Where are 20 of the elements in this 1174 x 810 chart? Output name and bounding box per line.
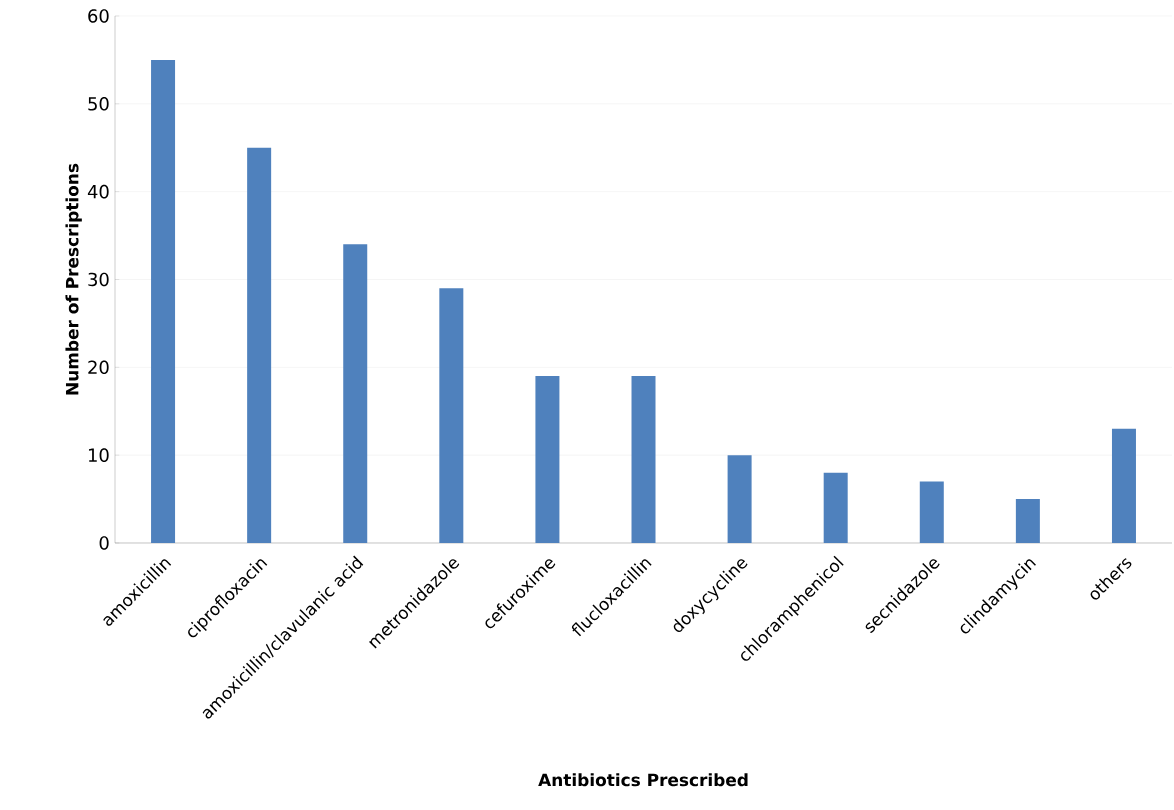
y-axis-title: Number of Prescriptions xyxy=(65,163,82,395)
bar xyxy=(631,376,656,543)
bar xyxy=(535,376,560,543)
x-axis-title: Antibiotics Prescribed xyxy=(538,773,748,787)
bar xyxy=(343,244,368,543)
y-tick-label: 10 xyxy=(88,448,109,462)
y-tick-label: 60 xyxy=(88,9,109,23)
bar xyxy=(439,288,464,543)
bar xyxy=(1015,499,1040,543)
y-tick-label: 0 xyxy=(99,536,109,550)
bar xyxy=(247,147,272,543)
bar xyxy=(823,472,848,543)
bar xyxy=(151,59,176,543)
y-tick-label: 50 xyxy=(88,97,109,111)
y-tick-label: 40 xyxy=(87,184,109,199)
bar xyxy=(1111,428,1136,543)
bar xyxy=(727,455,752,543)
y-tick-label: 30 xyxy=(88,272,109,287)
bar xyxy=(919,481,944,543)
y-tick-label: 20 xyxy=(88,360,109,375)
